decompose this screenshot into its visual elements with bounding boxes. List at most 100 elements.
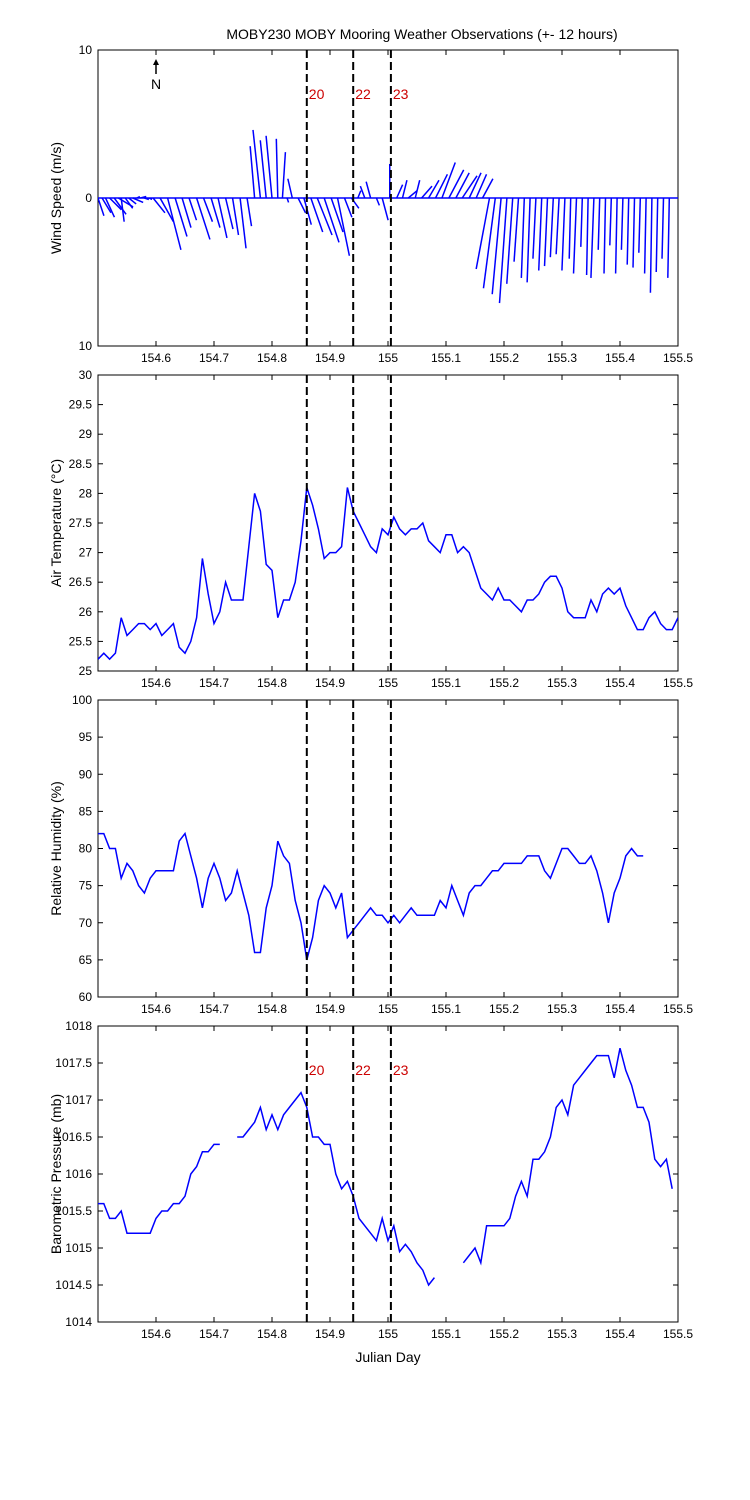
wind-stick	[252, 129, 262, 199]
wind-stick	[441, 162, 456, 199]
wind-stick	[101, 197, 112, 214]
series-line	[462, 1048, 673, 1266]
marker-label: 23	[393, 86, 409, 102]
pressure-panel: 1014 1014.5 1015 1015.5 1016 1016.5 1017 1017.5…	[48, 1019, 693, 1365]
wind-stick	[159, 197, 175, 223]
series-line	[237, 1091, 435, 1287]
y-tick-label: 1015	[65, 1241, 92, 1255]
wind-stick	[181, 197, 192, 228]
wind-stick	[316, 197, 333, 236]
wind-stick	[455, 172, 470, 199]
y-tick-label: 27.5	[69, 516, 93, 530]
data-area	[98, 1048, 673, 1287]
data-area	[98, 487, 678, 661]
wind-stick	[132, 197, 144, 204]
wind-stick	[543, 197, 549, 267]
y-tick-label: 75	[79, 879, 93, 893]
air_temp-panel: 25 25.5 26 26.5 27 27.5 28 28.5 29 29.5 30 154.6 154…	[48, 368, 693, 690]
data-area	[98, 129, 678, 304]
wind-stick	[620, 197, 624, 250]
wind-stick	[537, 197, 543, 271]
x-tick-label: 154.6	[141, 676, 171, 690]
y-tick-label: 10	[79, 339, 93, 353]
x-axis-label: Julian Day	[355, 1349, 420, 1365]
x-tick-label: 155.4	[605, 351, 635, 365]
wind-stick	[649, 197, 653, 293]
wind-stick	[287, 178, 294, 199]
x-tick-label: 155.3	[547, 1327, 577, 1341]
x-tick-label: 154.8	[257, 1002, 287, 1016]
wind-stick	[310, 197, 324, 233]
x-tick-label: 155.5	[663, 676, 693, 690]
x-tick-label: 154.7	[199, 351, 229, 365]
wind-stick	[468, 172, 482, 199]
axes-frame	[97, 374, 679, 672]
wind-stick	[414, 180, 421, 199]
y-tick-label: 1017	[65, 1093, 92, 1107]
y-tick-label: 25.5	[69, 634, 93, 648]
x-tick-label: 154.6	[141, 1002, 171, 1016]
wind-stick	[297, 197, 307, 214]
wind-stick	[375, 197, 381, 206]
x-tick-label: 154.7	[199, 1327, 229, 1341]
x-tick-label: 154.8	[257, 1327, 287, 1341]
y-tick-label: 95	[79, 730, 93, 744]
x-tick-label: 154.8	[257, 676, 287, 690]
wind-stick	[231, 197, 240, 236]
wind-stick	[323, 197, 340, 243]
x-tick-label: 155.4	[605, 1002, 635, 1016]
wind-stick	[259, 140, 267, 199]
wind-stick	[520, 197, 526, 278]
north-arrowhead-icon	[153, 59, 159, 65]
y-tick-label: 29.5	[69, 398, 93, 412]
marker-label: 20	[309, 1062, 325, 1078]
x-tick-label: 155.4	[605, 676, 635, 690]
wind-stick	[609, 197, 613, 246]
wind-stick	[638, 197, 642, 253]
wind-stick	[614, 197, 618, 274]
wind-stick	[643, 197, 647, 274]
marker-label: 22	[355, 86, 371, 102]
axes-frame	[97, 699, 679, 998]
x-tick-label: 155.5	[663, 1002, 693, 1016]
x-tick-label: 155.5	[663, 351, 693, 365]
wind-stick	[506, 197, 514, 284]
x-tick-label: 154.9	[315, 1327, 345, 1341]
x-tick-label: 155.5	[663, 1327, 693, 1341]
y-tick-label: 100	[72, 693, 92, 707]
y-tick-label: 1016	[65, 1167, 92, 1181]
wind-stick	[210, 197, 221, 228]
x-tick-label: 154.9	[315, 1002, 345, 1016]
wind-stick	[148, 197, 153, 201]
x-tick-label: 154.6	[141, 351, 171, 365]
y-tick-label: 26.5	[69, 575, 93, 589]
wind-stick	[140, 195, 147, 199]
y-tick-label: 1015.5	[55, 1204, 92, 1218]
x-tick-label: 155.3	[547, 676, 577, 690]
marker-label: 22	[355, 1062, 371, 1078]
y-tick-label: 1018	[65, 1019, 92, 1033]
wind-stick	[580, 197, 584, 247]
x-tick-label: 155.1	[431, 351, 461, 365]
wind-stick	[281, 152, 287, 199]
x-tick-label: 154.7	[199, 1002, 229, 1016]
x-tick-label: 155.3	[547, 1002, 577, 1016]
wind-stick	[188, 197, 198, 221]
y-axis-label: Relative Humidity (%)	[48, 781, 64, 916]
y-tick-label: 29	[79, 427, 93, 441]
wind-stick	[359, 185, 366, 199]
wind-stick	[448, 169, 465, 199]
x-tick-label: 155.1	[431, 1002, 461, 1016]
wind-stick	[124, 197, 134, 209]
wind-stick	[427, 179, 440, 199]
wind-stick	[482, 197, 497, 289]
wind-stick	[109, 197, 122, 211]
wind-stick	[561, 197, 566, 271]
wind-stick	[113, 197, 127, 215]
wind-stick	[128, 197, 137, 205]
wind-stick	[249, 146, 256, 199]
wind-stick	[585, 197, 589, 275]
wind-stick	[513, 197, 520, 262]
wind-stick	[120, 197, 125, 222]
x-tick-label: 155.1	[431, 676, 461, 690]
